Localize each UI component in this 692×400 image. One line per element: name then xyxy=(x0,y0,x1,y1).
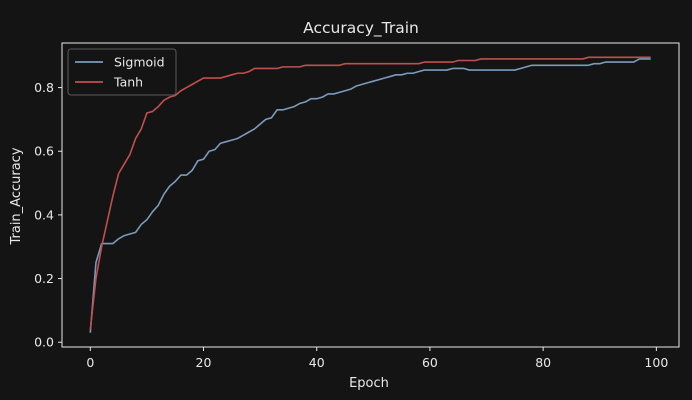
y-tick-label: 0.0 xyxy=(34,335,54,350)
axes-frame xyxy=(61,42,680,348)
x-tick-label: 100 xyxy=(644,355,668,370)
x-tick-label: 60 xyxy=(422,355,438,370)
x-tick-label: 20 xyxy=(196,355,212,370)
y-axis-label: Train_Accuracy xyxy=(9,147,24,245)
legend-label-sigmoid: Sigmoid xyxy=(114,55,165,70)
series-line-sigmoid xyxy=(89,58,651,333)
y-tick-label: 0.6 xyxy=(34,144,54,159)
x-tick-label: 80 xyxy=(535,355,551,370)
x-tick-label: 40 xyxy=(309,355,325,370)
series-layer xyxy=(89,56,651,333)
series-line-tanh xyxy=(89,56,651,330)
y-tick-label: 0.8 xyxy=(34,80,54,95)
x-axis-label: Epoch xyxy=(349,376,389,391)
legend-box xyxy=(67,48,177,96)
y-axis-ticks: 0.0 0.2 0.4 0.6 0.8 xyxy=(34,80,62,350)
x-axis-ticks: 0 20 40 60 80 100 xyxy=(86,347,668,370)
chart-title: Accuracy_Train xyxy=(303,19,419,38)
legend: Sigmoid Tanh xyxy=(67,48,177,96)
y-tick-label: 0.2 xyxy=(34,271,54,286)
x-tick-label: 0 xyxy=(86,355,94,370)
y-tick-label: 0.4 xyxy=(34,207,54,222)
legend-label-tanh: Tanh xyxy=(113,75,143,90)
plot-area: 0 20 40 60 80 100 0.0 0.2 0.4 0.6 0.8 xyxy=(34,42,680,370)
